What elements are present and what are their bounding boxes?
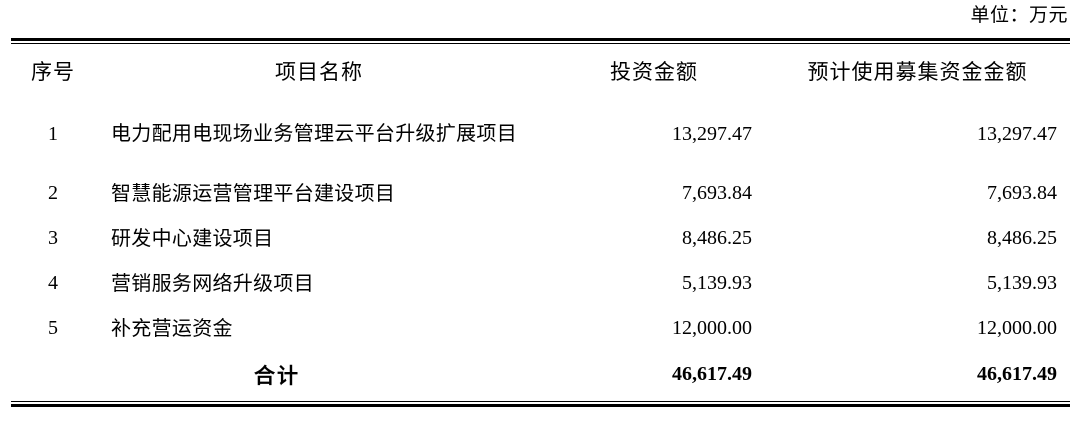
cell-project-name: 电力配用电现场业务管理云平台升级扩展项目 <box>111 123 517 145</box>
cell-row-number: 1 <box>48 122 58 145</box>
table-body: 1 电力配用电现场业务管理云平台升级扩展项目 13,297.47 13,297.… <box>11 97 1070 398</box>
cell-invest-amount: 12,000.00 <box>672 317 752 339</box>
cell-row-number: 5 <box>48 317 58 339</box>
cell-invest-amount: 5,139.93 <box>682 272 752 294</box>
table-top-rule <box>11 38 1070 44</box>
cell-project-name: 智慧能源运营管理平台建设项目 <box>111 182 396 205</box>
table-row: 3 研发中心建设项目 8,486.25 8,486.25 <box>11 216 1070 261</box>
column-header-no: 序号 <box>31 59 75 84</box>
cell-invest-amount: 8,486.25 <box>682 227 752 249</box>
table-total-row: 合计 46,617.49 46,617.49 <box>11 351 1070 398</box>
column-header-name: 项目名称 <box>275 59 363 84</box>
table-row: 2 智慧能源运营管理平台建设项目 7,693.84 7,693.84 <box>11 171 1070 216</box>
cell-project-name: 补充营运资金 <box>111 317 233 340</box>
cell-raised-amount: 13,297.47 <box>977 122 1057 145</box>
cell-raised-amount: 5,139.93 <box>987 272 1057 294</box>
table-row: 1 电力配用电现场业务管理云平台升级扩展项目 13,297.47 13,297.… <box>11 97 1070 171</box>
fund-usage-table: 序号 项目名称 投资金额 预计使用募集资金金额 1 电力配用电现场业务管理云平台… <box>11 44 1070 398</box>
cell-row-number: 2 <box>48 182 58 204</box>
column-header-invest: 投资金额 <box>610 59 698 84</box>
cell-invest-amount: 13,297.47 <box>672 122 752 145</box>
cell-total-raised: 46,617.49 <box>977 363 1057 385</box>
cell-row-number: 3 <box>48 227 58 249</box>
fund-usage-table-wrapper: 序号 项目名称 投资金额 预计使用募集资金金额 1 电力配用电现场业务管理云平台… <box>11 38 1070 407</box>
cell-invest-amount: 7,693.84 <box>682 182 752 204</box>
table-row: 5 补充营运资金 12,000.00 12,000.00 <box>11 306 1070 351</box>
cell-total-invest: 46,617.49 <box>672 363 752 385</box>
unit-caption: 单位：万元 <box>970 5 1068 26</box>
column-header-raised: 预计使用募集资金金额 <box>807 59 1028 84</box>
table-bottom-rule <box>11 401 1070 407</box>
cell-total-label: 合计 <box>254 363 300 388</box>
header-row: 序号 项目名称 投资金额 预计使用募集资金金额 <box>11 44 1070 97</box>
cell-raised-amount: 7,693.84 <box>987 182 1057 204</box>
table-header: 序号 项目名称 投资金额 预计使用募集资金金额 <box>11 44 1070 97</box>
table-row: 4 营销服务网络升级项目 5,139.93 5,139.93 <box>11 261 1070 306</box>
cell-project-name: 营销服务网络升级项目 <box>111 272 314 295</box>
cell-row-number: 4 <box>48 272 58 294</box>
cell-project-name: 研发中心建设项目 <box>111 227 274 250</box>
cell-raised-amount: 8,486.25 <box>987 227 1057 249</box>
cell-raised-amount: 12,000.00 <box>977 317 1057 339</box>
